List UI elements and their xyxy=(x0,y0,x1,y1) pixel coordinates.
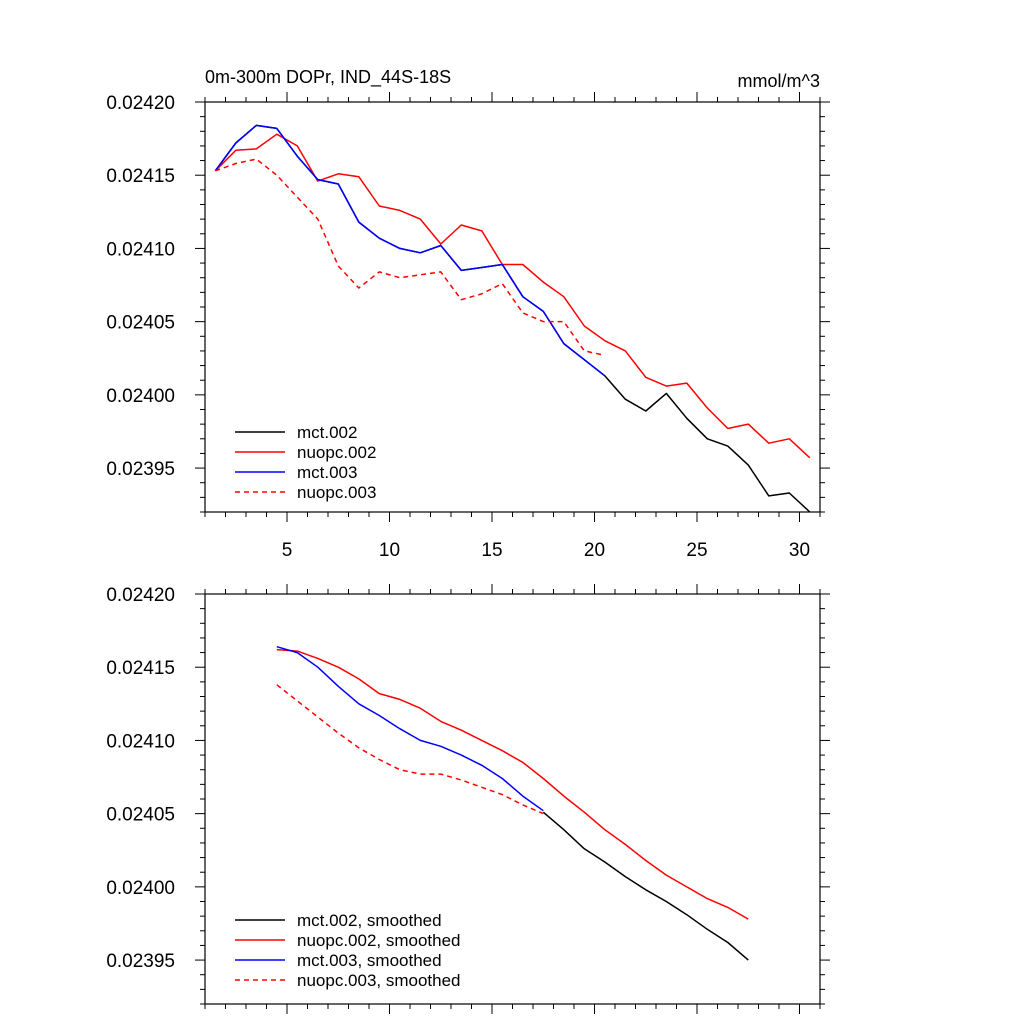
bottom-y-tick-label: 0.02415 xyxy=(106,658,175,679)
top-y-tick-label: 0.02410 xyxy=(106,239,175,260)
top-panel: 0m-300m DOPr, IND_44S-18S mmol/m^3 5 10 15… xyxy=(106,67,830,561)
top-legend-label: nuopc.002 xyxy=(297,443,376,462)
bottom-legend-label: mct.003, smoothed xyxy=(297,951,442,970)
top-series-line-4 xyxy=(215,158,605,357)
top-series-line-3 xyxy=(214,124,606,377)
bottom-y-tick-label: 0.02400 xyxy=(106,878,175,899)
bottom-y-tick-label: 0.02395 xyxy=(106,951,175,972)
bottom-panel: 0.02395 0.02400 0.02405 0.02410 0.02415 0.024… xyxy=(106,584,830,1014)
top-y-tick-label: 0.02395 xyxy=(106,459,175,480)
units-label: mmol/m^3 xyxy=(738,71,820,91)
top-x-tick-label: 15 xyxy=(481,540,502,561)
top-legend-label: nuopc.003 xyxy=(297,483,376,502)
top-x-tick-label: 10 xyxy=(379,540,400,561)
bottom-series-line-1 xyxy=(542,811,749,961)
bottom-y-tick-label: 0.02410 xyxy=(106,731,175,752)
top-y-tick-label: 0.02405 xyxy=(106,313,175,334)
bottom-legend-label: nuopc.003, smoothed xyxy=(297,971,461,990)
bottom-series-line-3 xyxy=(276,645,544,812)
top-series-line-2 xyxy=(214,133,811,459)
top-y-tick-label: 0.02420 xyxy=(106,93,175,114)
top-y-tick-label: 0.02400 xyxy=(106,386,175,407)
bottom-legend-label: mct.002, smoothed xyxy=(297,911,442,930)
bottom-series-line-4 xyxy=(276,684,544,815)
top-legend-label: mct.002 xyxy=(297,423,357,442)
bottom-y-tick-label: 0.02420 xyxy=(106,585,175,606)
top-y-tick-label: 0.02415 xyxy=(106,166,175,187)
top-x-tick-label: 25 xyxy=(686,540,707,561)
bottom-y-tick-label: 0.02405 xyxy=(106,805,175,826)
chart-title: 0m-300m DOPr, IND_44S-18S xyxy=(205,67,451,88)
bottom-legend-label: nuopc.002, smoothed xyxy=(297,931,461,950)
top-x-tick-label: 30 xyxy=(789,540,810,561)
top-legend-label: mct.003 xyxy=(297,463,357,482)
top-x-tick-label: 20 xyxy=(584,540,605,561)
top-x-tick-label: 5 xyxy=(282,540,293,561)
bottom-series-line-2 xyxy=(276,648,749,920)
